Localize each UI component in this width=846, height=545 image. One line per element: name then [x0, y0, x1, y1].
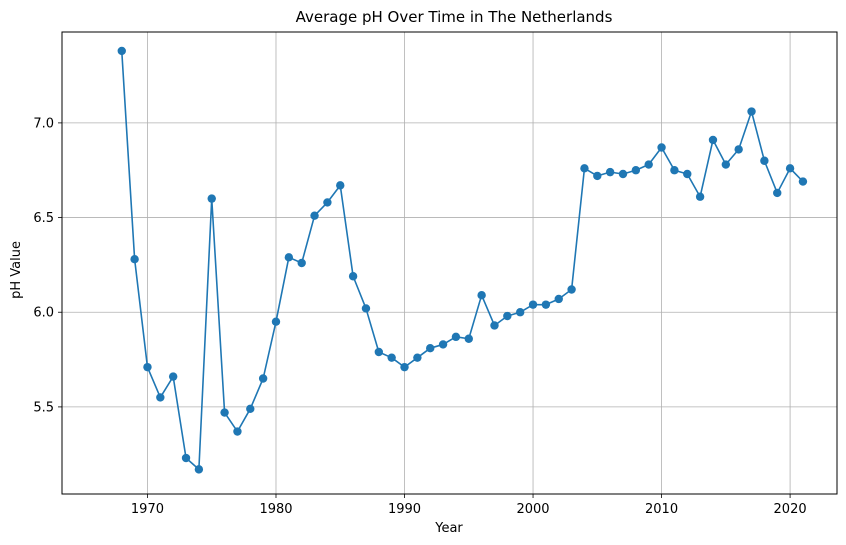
data-point	[194, 465, 204, 474]
data-point	[515, 308, 525, 317]
data-point	[336, 181, 345, 190]
data-point	[361, 304, 371, 313]
data-point	[297, 258, 306, 268]
y-tick-label: 7.0	[33, 116, 54, 131]
x-tick-label: 2020	[774, 502, 807, 517]
data-point	[310, 211, 319, 220]
data-point	[426, 344, 435, 353]
data-point	[156, 393, 165, 402]
data-point	[798, 177, 808, 186]
data-point	[246, 404, 255, 413]
data-point	[143, 362, 152, 372]
data-point	[348, 272, 358, 281]
data-point	[593, 171, 602, 181]
data-point	[734, 145, 743, 154]
series-ph	[117, 46, 808, 474]
data-point	[541, 300, 551, 309]
data-point	[683, 169, 692, 179]
data-point	[387, 353, 396, 362]
data-point	[220, 408, 229, 417]
data-point	[554, 294, 563, 304]
data-point	[760, 156, 769, 165]
data-point	[168, 372, 178, 381]
x-tick-label: 2010	[645, 502, 678, 517]
x-tick-label: 1980	[259, 502, 292, 517]
data-point	[323, 198, 332, 207]
data-point	[207, 194, 216, 203]
data-point	[374, 347, 384, 357]
x-tick-label: 1990	[388, 502, 421, 517]
data-point	[117, 46, 126, 56]
y-tick-label: 6.0	[33, 306, 54, 321]
data-point	[464, 334, 473, 343]
x-tick-label: 2000	[516, 502, 549, 517]
data-point	[785, 164, 795, 173]
data-point	[773, 188, 782, 198]
data-point	[413, 353, 422, 362]
x-axis-label: Year	[434, 521, 463, 536]
chart-title: Average pH Over Time in The Netherlands	[296, 8, 613, 26]
data-point	[670, 166, 679, 175]
data-point	[708, 135, 718, 145]
data-point	[181, 453, 191, 463]
data-point	[657, 143, 666, 152]
plot-frame	[61, 31, 838, 495]
y-axis-label: pH Value	[9, 241, 24, 299]
x-axis-ticks: 1970 1980 1990 2000 2010 2020	[131, 494, 807, 517]
data-point	[618, 169, 628, 179]
data-point	[438, 340, 448, 349]
data-point	[747, 107, 756, 116]
data-point	[631, 166, 641, 175]
data-point	[580, 164, 589, 173]
data-point	[284, 253, 294, 262]
data-point	[567, 285, 576, 294]
data-point	[258, 374, 268, 383]
data-point	[130, 255, 139, 264]
y-tick-label: 5.5	[33, 400, 54, 415]
grid-lines	[62, 32, 837, 494]
data-point	[503, 311, 512, 321]
data-point	[695, 192, 705, 201]
data-point	[490, 321, 499, 330]
data-point	[528, 300, 538, 309]
data-point	[477, 290, 486, 300]
x-tick-label: 1970	[131, 502, 164, 517]
data-point	[721, 160, 731, 169]
data-point	[644, 160, 653, 169]
y-tick-label: 6.5	[33, 211, 54, 226]
data-point	[400, 362, 409, 372]
data-point	[605, 167, 615, 177]
data-point	[271, 317, 281, 326]
data-point	[233, 427, 242, 436]
y-axis-ticks: 5.5 6.0 6.5 7.0	[33, 116, 62, 415]
data-point	[451, 332, 461, 342]
